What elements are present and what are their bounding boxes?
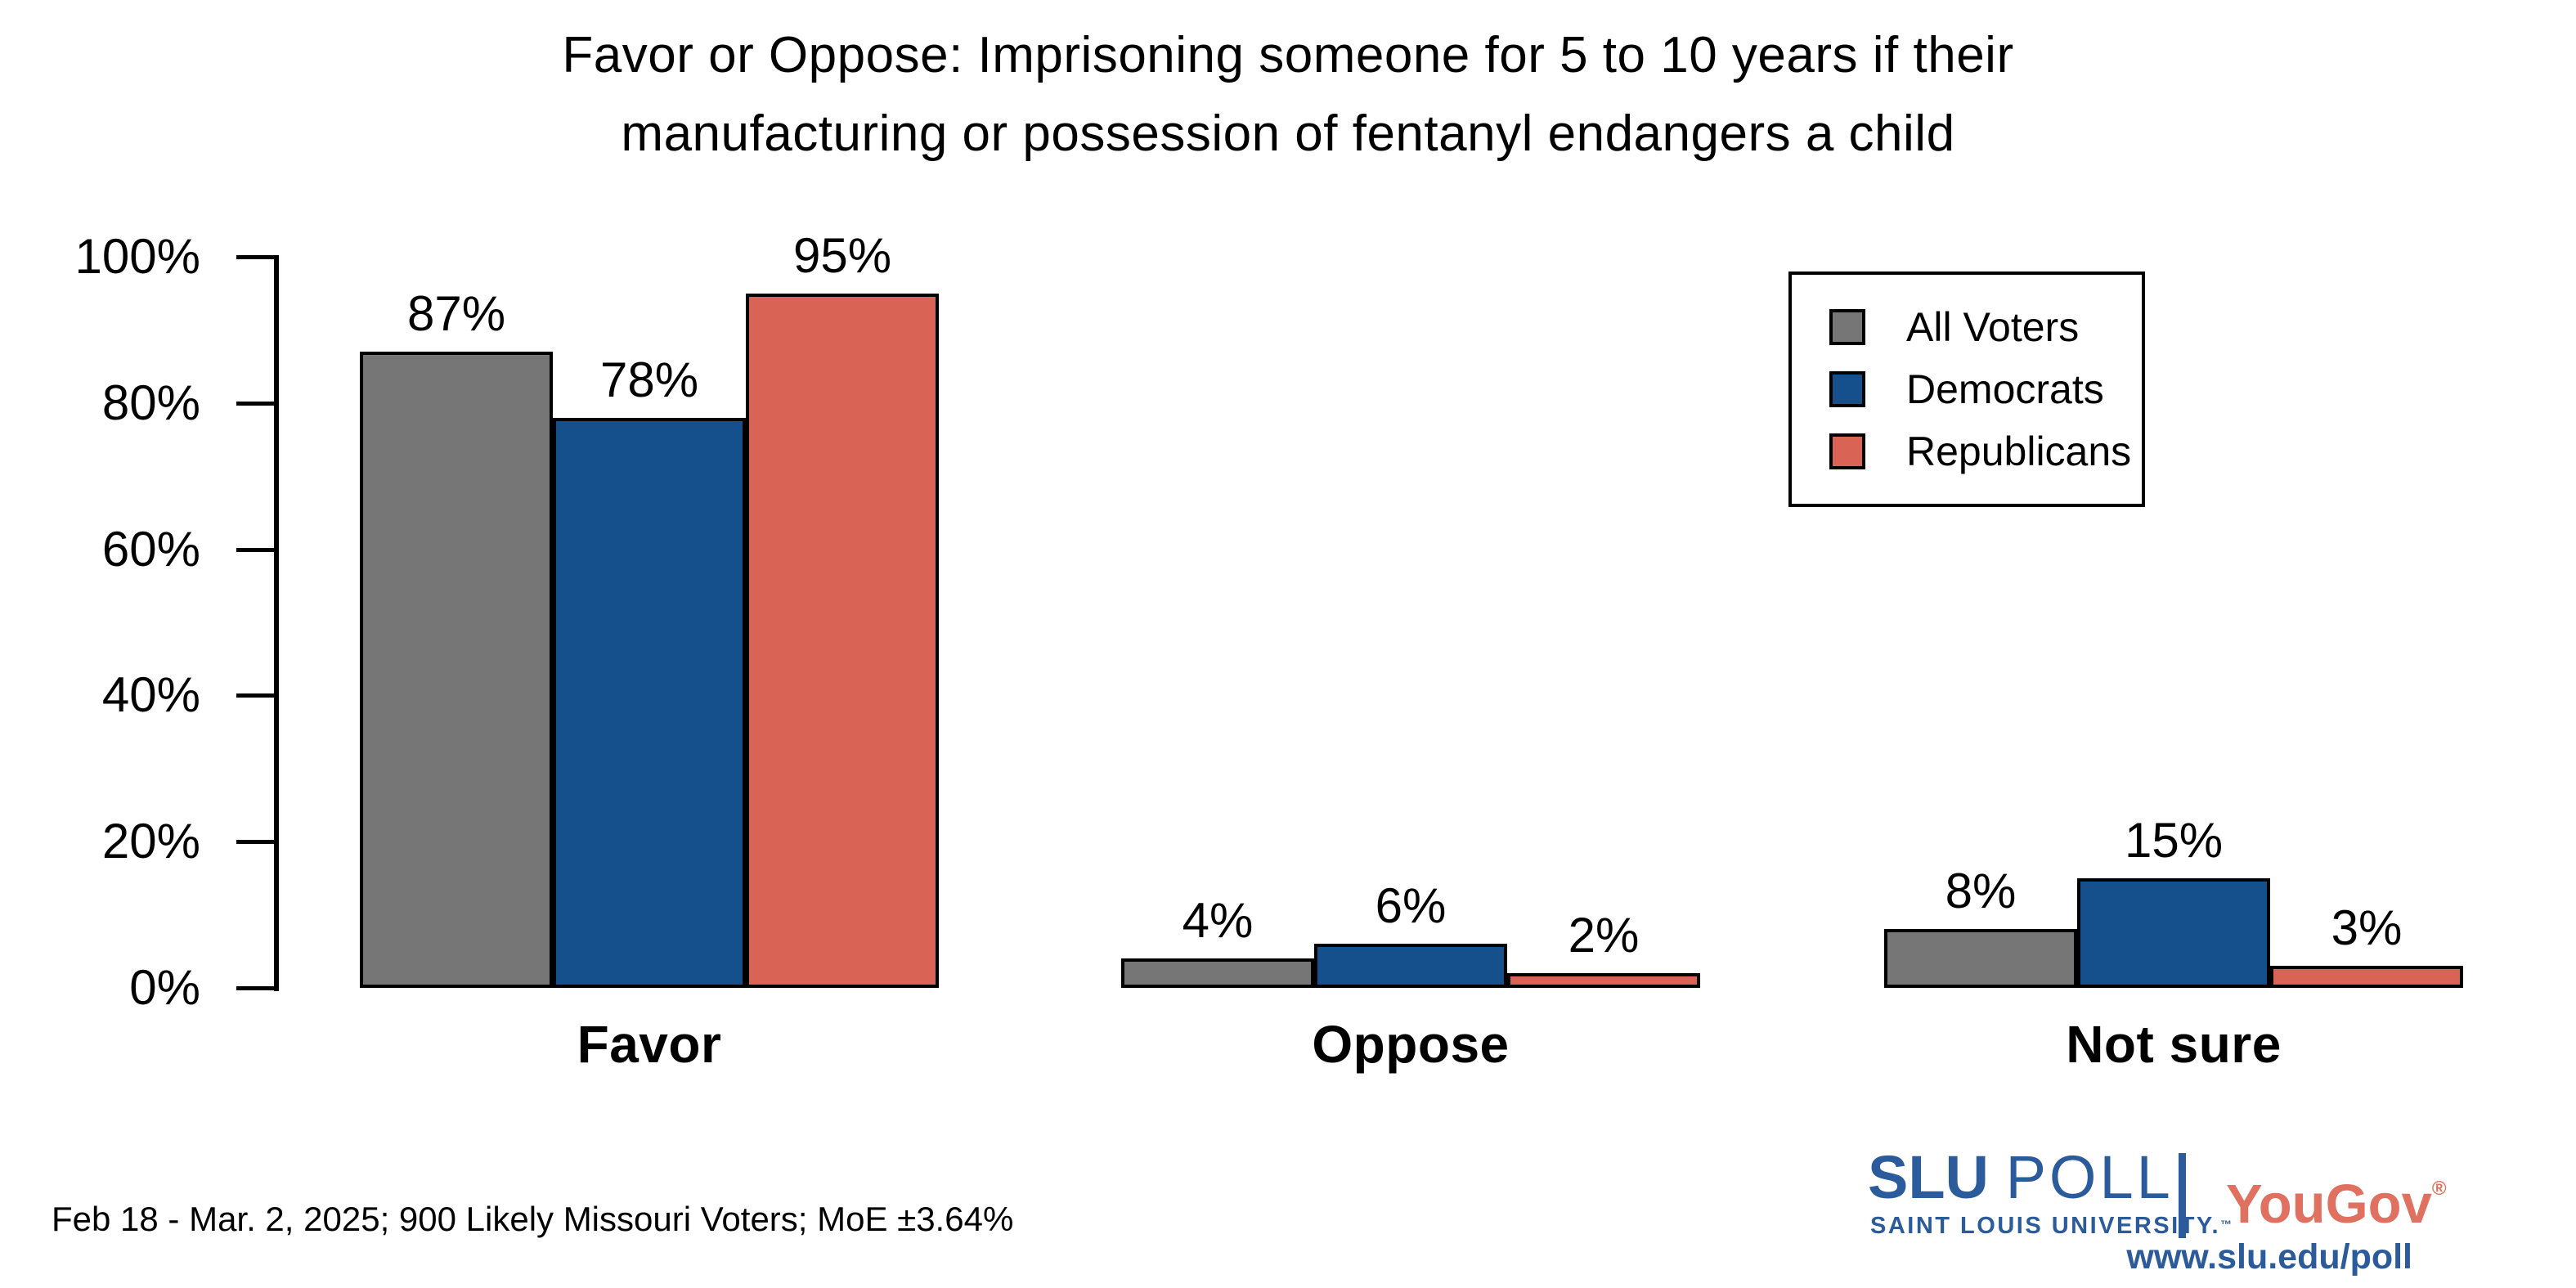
legend: All Voters Democrats Republicans [1788,272,2145,507]
y-tick-label-40: 40% [101,667,200,723]
chart-title-line2: manufacturing or possession of fentanyl … [621,105,1955,162]
yougov-logo: YouGov® [2226,1160,2447,1234]
bar-not-sure-democrats [2077,878,2270,988]
legend-swatch-democrats [1829,371,1865,407]
bar-favor-democrats [553,418,746,988]
yougov-text: YouGov [2226,1174,2432,1235]
legend-swatch-all-voters [1829,309,1865,345]
bar-favor-all-voters [360,352,553,988]
poll-url: www.slu.edu/poll [2126,1237,2412,1277]
bar-favor-republicans [746,294,939,988]
bar-value-favor-republicans: 95% [792,228,892,283]
x-category-oppose: Oppose [1312,1015,1510,1074]
bar-oppose-republicans [1507,973,1700,988]
legend-item-all-voters: All Voters [1829,307,2142,348]
chart-title: Favor or Oppose: Imprisoning someone for… [0,16,2576,173]
y-tick-label-100: 100% [74,229,200,284]
x-category-favor: Favor [577,1015,722,1074]
footnote: Feb 18 - Mar. 2, 2025; 900 Likely Missou… [52,1200,1014,1238]
slu-subtitle: SAINT LOUIS UNIVERSITY.™ [1870,1211,2232,1239]
y-tick-label-80: 80% [101,375,200,430]
y-axis-line [274,255,279,991]
bar-value-not-sure-republicans: 3% [2331,900,2403,955]
bar-value-favor-all-voters: 87% [406,286,506,341]
bar-value-not-sure-democrats: 15% [2124,813,2224,868]
bar-oppose-democrats [1314,944,1507,988]
x-category-not-sure: Not sure [2066,1015,2282,1074]
trademark-symbol: ™ [2220,1218,2233,1231]
bar-not-sure-all-voters [1884,929,2077,988]
registered-symbol: ® [2431,1178,2447,1200]
legend-item-republicans: Republicans [1829,431,2142,472]
bar-oppose-all-voters [1121,958,1314,988]
legend-item-democrats: Democrats [1829,369,2142,410]
y-tick-label-60: 60% [101,521,200,577]
y-tick-60 [236,547,275,552]
slu-acronym: SLU [1868,1143,1989,1211]
legend-label-democrats: Democrats [1906,366,2104,412]
legend-label-all-voters: All Voters [1906,304,2080,350]
slu-poll-word: POLL [2005,1143,2174,1211]
bar-not-sure-republicans [2270,966,2463,988]
bar-value-not-sure-all-voters: 8% [1945,864,2017,918]
legend-label-republicans: Republicans [1906,429,2132,474]
y-tick-40 [236,693,275,698]
y-tick-20 [236,840,275,845]
slu-subtitle-text: SAINT LOUIS UNIVERSITY. [1870,1213,2221,1239]
bar-value-favor-democrats: 78% [599,352,699,407]
brand-divider [2179,1153,2186,1238]
y-tick-80 [236,401,275,406]
y-tick-label-0: 0% [129,960,200,1015]
bar-value-oppose-democrats: 6% [1375,878,1447,933]
slu-poll-logo: SLU POLL [1868,1147,2174,1209]
chart-title-line1: Favor or Oppose: Imprisoning someone for… [562,27,2014,83]
bar-value-oppose-all-voters: 4% [1182,893,1254,948]
bar-value-oppose-republicans: 2% [1568,908,1640,963]
legend-swatch-republicans [1829,433,1865,469]
y-tick-label-20: 20% [101,814,200,869]
y-tick-0 [236,986,275,990]
y-tick-100 [236,255,275,259]
plot-area: 87% 78% 95% 4% 6% 2% 8% 15% 3% [0,228,2576,988]
